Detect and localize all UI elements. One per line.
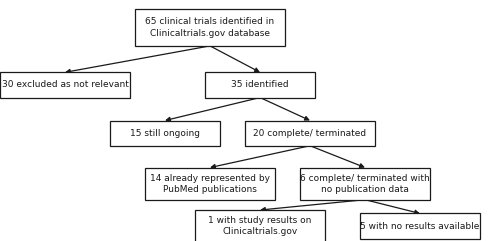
FancyBboxPatch shape (205, 72, 315, 98)
FancyBboxPatch shape (135, 9, 285, 46)
FancyBboxPatch shape (300, 167, 430, 200)
Text: 35 identified: 35 identified (231, 80, 289, 89)
Text: 30 excluded as not relevant: 30 excluded as not relevant (2, 80, 128, 89)
FancyBboxPatch shape (195, 210, 325, 241)
FancyBboxPatch shape (245, 120, 375, 146)
FancyBboxPatch shape (145, 167, 275, 200)
FancyBboxPatch shape (110, 120, 220, 146)
Text: 6 complete/ terminated with
no publication data: 6 complete/ terminated with no publicati… (300, 174, 430, 194)
Text: 15 still ongoing: 15 still ongoing (130, 129, 200, 138)
FancyBboxPatch shape (360, 214, 480, 239)
Text: 1 with study results on
Clinicaltrials.gov: 1 with study results on Clinicaltrials.g… (208, 216, 312, 236)
Text: 20 complete/ terminated: 20 complete/ terminated (254, 129, 366, 138)
FancyBboxPatch shape (0, 72, 130, 98)
Text: 14 already represented by
PubMed publications: 14 already represented by PubMed publica… (150, 174, 270, 194)
Text: 65 clinical trials identified in
Clinicaltrials.gov database: 65 clinical trials identified in Clinica… (146, 18, 274, 38)
Text: 5 with no results available: 5 with no results available (360, 221, 480, 231)
